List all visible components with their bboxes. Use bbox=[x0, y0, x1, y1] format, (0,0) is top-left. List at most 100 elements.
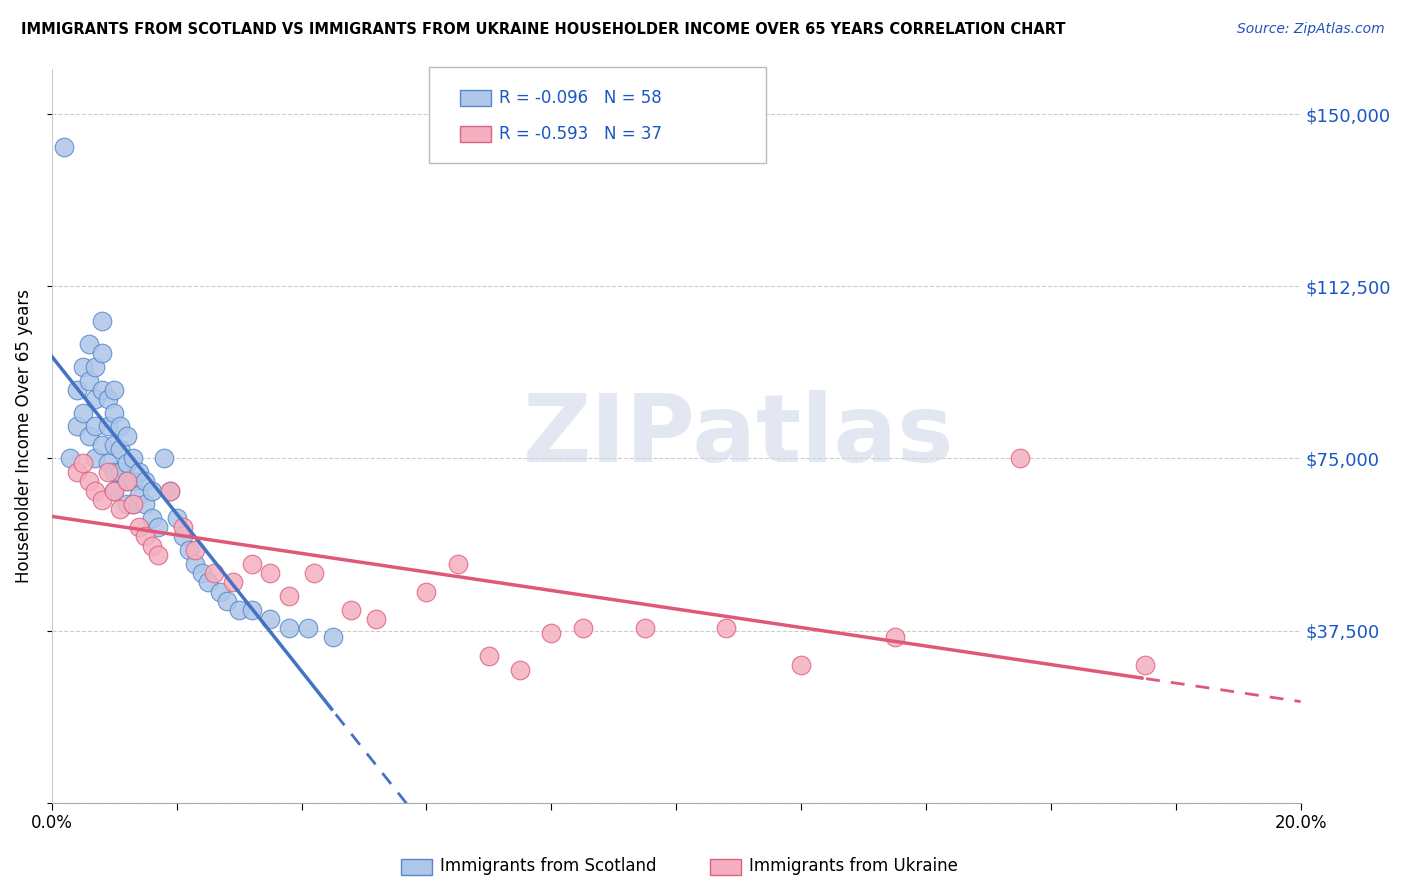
Point bbox=[115, 428, 138, 442]
Point bbox=[190, 566, 212, 581]
Point bbox=[97, 456, 120, 470]
Point bbox=[53, 139, 76, 153]
Point bbox=[141, 511, 163, 525]
Point bbox=[297, 621, 319, 635]
Text: ZIPatlas: ZIPatlas bbox=[523, 390, 955, 482]
Point bbox=[59, 451, 82, 466]
Point bbox=[302, 566, 325, 581]
Point bbox=[84, 359, 107, 374]
Point bbox=[103, 406, 125, 420]
Point bbox=[128, 488, 150, 502]
Point bbox=[714, 621, 737, 635]
Point bbox=[478, 648, 501, 663]
Text: Immigrants from Ukraine: Immigrants from Ukraine bbox=[749, 857, 959, 875]
Text: Source: ZipAtlas.com: Source: ZipAtlas.com bbox=[1237, 22, 1385, 37]
Point bbox=[209, 584, 232, 599]
Point bbox=[122, 451, 145, 466]
Point bbox=[571, 621, 593, 635]
Point bbox=[141, 483, 163, 498]
Point bbox=[110, 442, 132, 457]
Point bbox=[415, 584, 437, 599]
Point bbox=[90, 383, 112, 397]
Point bbox=[128, 465, 150, 479]
Point bbox=[184, 557, 207, 571]
Point bbox=[240, 603, 263, 617]
Point bbox=[153, 451, 176, 466]
Point bbox=[540, 625, 562, 640]
Point bbox=[115, 475, 138, 489]
Point bbox=[77, 336, 100, 351]
Point bbox=[172, 520, 194, 534]
Point bbox=[77, 428, 100, 442]
Point bbox=[90, 346, 112, 360]
Point bbox=[122, 475, 145, 489]
Point bbox=[134, 475, 156, 489]
Point bbox=[172, 529, 194, 543]
Point bbox=[115, 497, 138, 511]
Y-axis label: Householder Income Over 65 years: Householder Income Over 65 years bbox=[15, 288, 32, 582]
Point bbox=[146, 520, 169, 534]
Point bbox=[90, 438, 112, 452]
Point bbox=[77, 475, 100, 489]
Point bbox=[159, 483, 181, 498]
Text: R = -0.593   N = 37: R = -0.593 N = 37 bbox=[499, 125, 662, 143]
Point bbox=[509, 663, 531, 677]
Point bbox=[97, 392, 120, 406]
Text: Immigrants from Scotland: Immigrants from Scotland bbox=[440, 857, 657, 875]
Point bbox=[340, 603, 363, 617]
Point bbox=[366, 612, 388, 626]
Point bbox=[90, 492, 112, 507]
Point bbox=[141, 539, 163, 553]
Point bbox=[103, 465, 125, 479]
Point bbox=[72, 456, 94, 470]
Point bbox=[110, 419, 132, 434]
Point bbox=[66, 465, 89, 479]
Point bbox=[259, 612, 281, 626]
Point bbox=[790, 657, 813, 672]
Point bbox=[184, 543, 207, 558]
Point bbox=[883, 631, 905, 645]
Point bbox=[240, 557, 263, 571]
Point bbox=[446, 557, 468, 571]
Point bbox=[134, 529, 156, 543]
Point bbox=[1133, 657, 1156, 672]
Point bbox=[77, 374, 100, 388]
Point bbox=[215, 593, 238, 607]
Point bbox=[84, 483, 107, 498]
Point bbox=[128, 520, 150, 534]
Text: R = -0.096   N = 58: R = -0.096 N = 58 bbox=[499, 89, 662, 107]
Point bbox=[115, 475, 138, 489]
Point bbox=[634, 621, 657, 635]
Point bbox=[72, 359, 94, 374]
Point bbox=[66, 419, 89, 434]
Point bbox=[122, 497, 145, 511]
Point bbox=[84, 419, 107, 434]
Point bbox=[278, 589, 301, 603]
Point bbox=[122, 497, 145, 511]
Point bbox=[278, 621, 301, 635]
Point bbox=[228, 603, 250, 617]
Point bbox=[84, 392, 107, 406]
Point bbox=[134, 497, 156, 511]
Point bbox=[90, 314, 112, 328]
Point bbox=[146, 548, 169, 562]
Point bbox=[197, 575, 219, 590]
Point bbox=[159, 483, 181, 498]
Point bbox=[84, 451, 107, 466]
Point bbox=[110, 502, 132, 516]
Point bbox=[103, 483, 125, 498]
Point bbox=[202, 566, 225, 581]
Point bbox=[103, 483, 125, 498]
Point bbox=[1008, 451, 1031, 466]
Point bbox=[222, 575, 245, 590]
Point bbox=[115, 456, 138, 470]
Point bbox=[110, 465, 132, 479]
Point bbox=[103, 383, 125, 397]
Point bbox=[97, 419, 120, 434]
Text: IMMIGRANTS FROM SCOTLAND VS IMMIGRANTS FROM UKRAINE HOUSEHOLDER INCOME OVER 65 Y: IMMIGRANTS FROM SCOTLAND VS IMMIGRANTS F… bbox=[21, 22, 1066, 37]
Point bbox=[97, 465, 120, 479]
Point bbox=[322, 631, 344, 645]
Point bbox=[259, 566, 281, 581]
Point bbox=[166, 511, 188, 525]
Point bbox=[179, 543, 201, 558]
